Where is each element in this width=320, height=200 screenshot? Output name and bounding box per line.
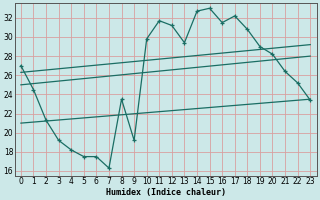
X-axis label: Humidex (Indice chaleur): Humidex (Indice chaleur) xyxy=(106,188,226,197)
